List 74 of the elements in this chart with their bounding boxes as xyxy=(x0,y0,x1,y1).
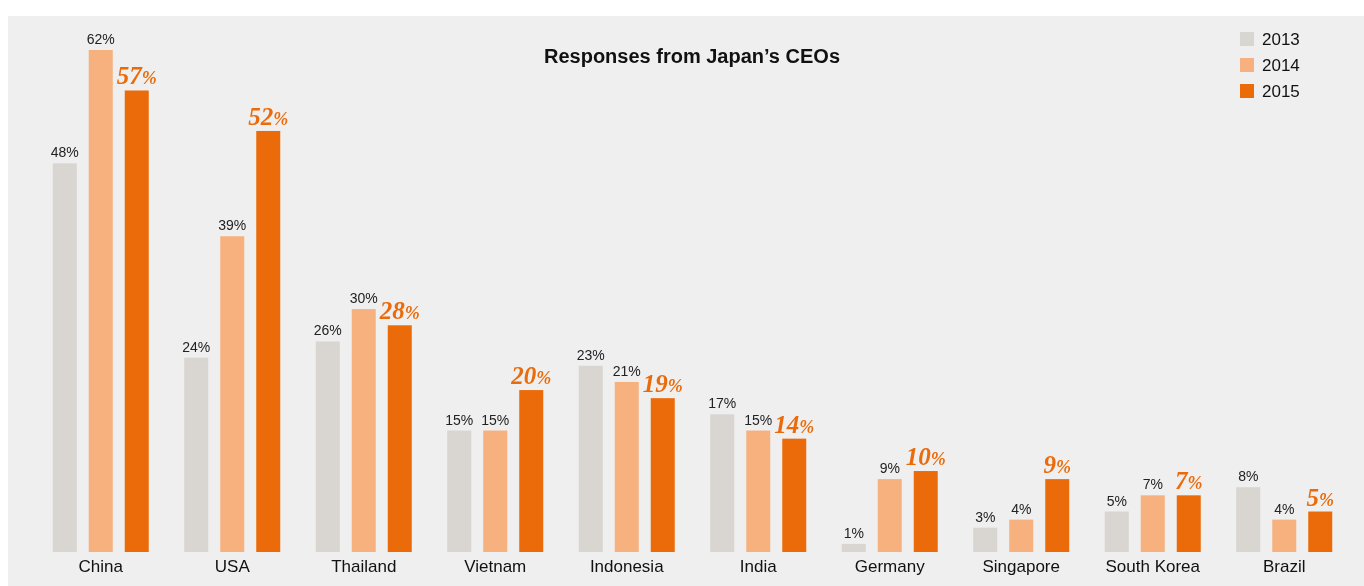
data-label: 24% xyxy=(182,338,211,355)
data-label: 9% xyxy=(879,460,900,477)
bar xyxy=(1272,519,1297,552)
legend-label: 2013 xyxy=(1262,30,1300,49)
bar xyxy=(578,365,603,552)
x-tick-label: South Korea xyxy=(1105,557,1201,576)
data-label: 3% xyxy=(975,508,996,525)
data-label: 14% xyxy=(774,410,815,438)
data-label: 15% xyxy=(445,411,474,428)
x-tick-label: Singapore xyxy=(982,557,1061,576)
x-tick-label: USA xyxy=(214,557,251,576)
bar xyxy=(184,357,209,552)
bar xyxy=(1104,511,1129,552)
data-label: 8% xyxy=(1238,468,1259,485)
bar xyxy=(220,236,245,552)
bar xyxy=(256,130,281,552)
data-label: 52% xyxy=(248,102,289,130)
data-label: 5% xyxy=(1106,492,1127,509)
data-label: 4% xyxy=(1011,500,1032,517)
bar xyxy=(1045,479,1070,552)
data-label: 15% xyxy=(744,411,773,428)
data-label: 4% xyxy=(1274,500,1295,517)
bar xyxy=(519,390,544,552)
bar xyxy=(447,430,472,552)
bar xyxy=(973,527,998,552)
bar xyxy=(614,381,639,552)
data-label: 19% xyxy=(642,370,683,398)
bar xyxy=(841,543,866,552)
bar xyxy=(1176,495,1201,552)
data-label: 7% xyxy=(1175,467,1203,495)
data-label: 5% xyxy=(1306,483,1334,511)
bar xyxy=(877,479,902,552)
bar xyxy=(483,430,508,552)
bar xyxy=(351,309,376,552)
bar xyxy=(746,430,771,552)
bar xyxy=(88,50,113,552)
bar xyxy=(387,325,412,552)
bar xyxy=(913,471,938,552)
data-label: 7% xyxy=(1142,476,1163,493)
x-tick-label: Germany xyxy=(854,557,926,576)
data-label: 48% xyxy=(50,144,79,161)
data-label: 10% xyxy=(905,443,946,471)
data-label: 39% xyxy=(218,217,247,234)
bar xyxy=(1236,487,1261,552)
data-label: 9% xyxy=(1043,451,1071,479)
data-label: 28% xyxy=(378,297,420,325)
data-label: 26% xyxy=(313,322,342,339)
x-tick-label: Brazil xyxy=(1262,557,1306,576)
data-label: 21% xyxy=(612,362,641,379)
bar xyxy=(52,163,77,552)
bar xyxy=(1140,495,1165,552)
data-label: 62% xyxy=(86,31,115,47)
legend-label: 2014 xyxy=(1262,56,1300,75)
data-label: 23% xyxy=(576,346,605,363)
bar xyxy=(650,398,675,552)
x-tick-label: China xyxy=(78,557,124,576)
bar xyxy=(1009,519,1034,552)
data-label: 57% xyxy=(116,62,157,90)
bar xyxy=(124,90,149,552)
data-label: 1% xyxy=(843,524,864,541)
x-tick-label: Thailand xyxy=(331,557,397,576)
bar xyxy=(710,414,735,552)
legend-label: 2015 xyxy=(1262,82,1300,101)
data-label: 17% xyxy=(708,395,737,412)
data-label: 30% xyxy=(349,290,378,307)
x-tick-label: India xyxy=(739,557,778,576)
x-tick-label: Vietnam xyxy=(464,557,527,576)
x-tick-label: Indonesia xyxy=(589,557,665,576)
data-label: 15% xyxy=(481,411,510,428)
chart-title: Responses from Japan’s CEOs xyxy=(543,45,841,67)
bar xyxy=(315,341,340,552)
data-label: 20% xyxy=(510,362,552,390)
bar xyxy=(1308,511,1333,552)
bar xyxy=(782,438,807,552)
